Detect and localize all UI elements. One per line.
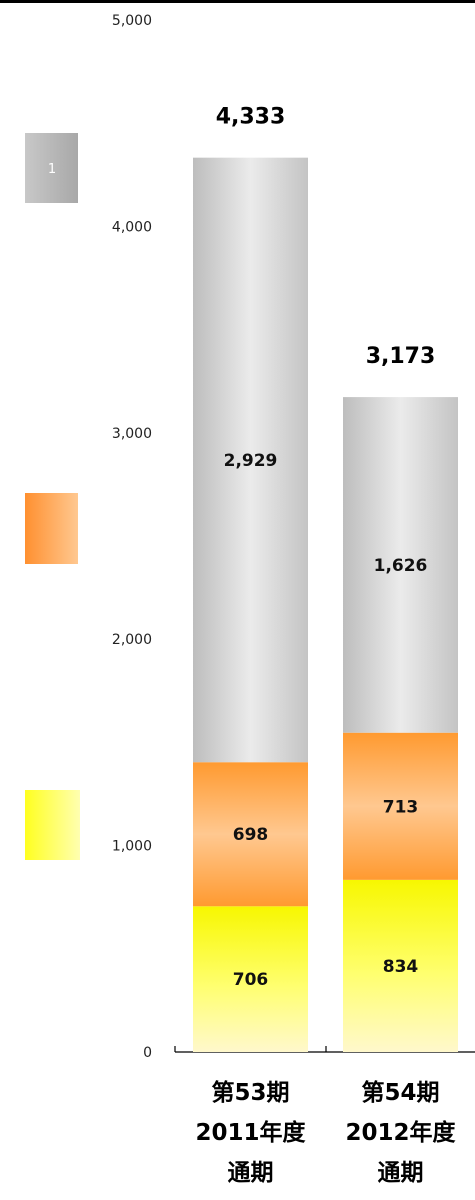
segment-value-label: 698 — [233, 825, 269, 845]
bar-segment — [343, 879, 458, 1052]
segment-value-label: 834 — [383, 957, 419, 977]
bar-segment — [193, 762, 308, 907]
legend-swatch — [25, 790, 80, 860]
segment-value-label: 706 — [233, 970, 269, 990]
top-rule — [0, 0, 475, 3]
y-tick-label: 5,000 — [112, 13, 152, 29]
category-label: 2012年度 — [345, 1119, 456, 1146]
legend-swatch-label: 1 — [48, 162, 56, 177]
y-tick-label: 3,000 — [112, 426, 152, 442]
bar-segment — [343, 732, 458, 880]
bar-segment — [343, 397, 458, 733]
category-label: 通期 — [378, 1160, 424, 1186]
legend-swatch — [25, 133, 78, 203]
category-label: 2011年度 — [195, 1119, 306, 1146]
bar-segment — [193, 157, 308, 763]
bar-segment — [193, 906, 308, 1052]
total-value-label: 3,173 — [366, 344, 436, 369]
segment-value-label: 1,626 — [374, 556, 428, 576]
category-label: 第53期 — [211, 1079, 289, 1106]
y-tick-label: 4,000 — [112, 219, 152, 235]
y-tick-label: 0 — [143, 1045, 152, 1061]
segment-value-label: 713 — [383, 797, 419, 817]
legend-swatch — [25, 493, 78, 564]
y-tick-label: 2,000 — [112, 632, 152, 648]
category-label: 第54期 — [361, 1079, 439, 1106]
total-value-label: 4,333 — [216, 105, 286, 130]
category-label: 通期 — [228, 1160, 274, 1186]
y-tick-label: 1,000 — [112, 839, 152, 855]
segment-value-label: 2,929 — [224, 451, 278, 471]
